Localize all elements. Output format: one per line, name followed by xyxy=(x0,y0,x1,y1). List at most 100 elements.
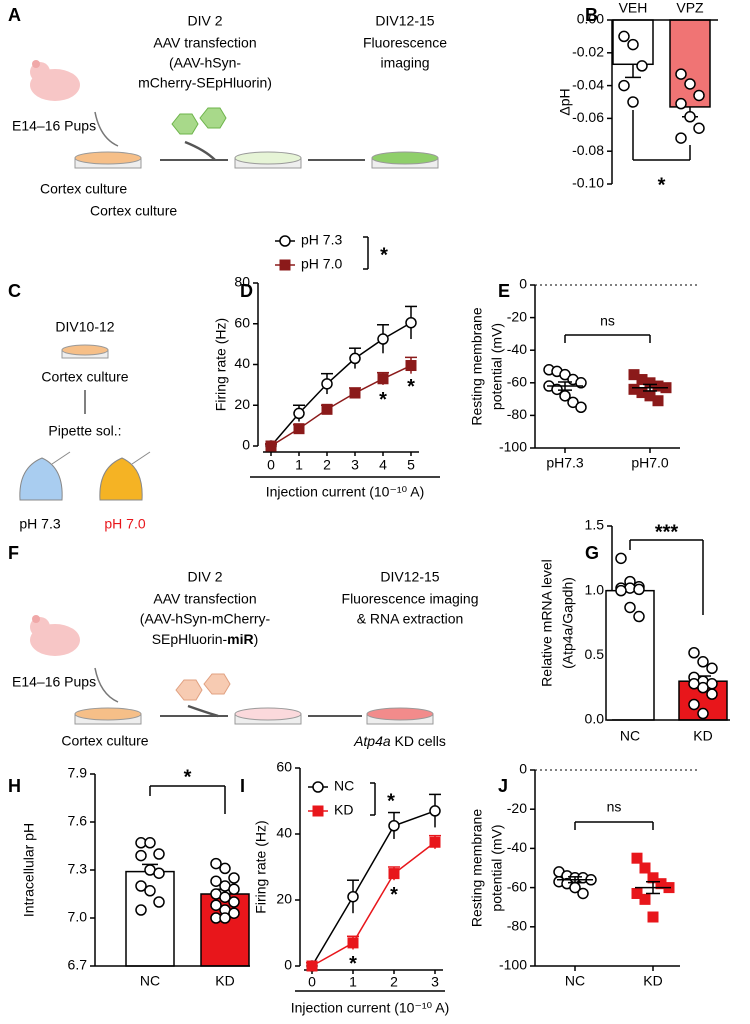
y-tick-label: -60 xyxy=(507,374,527,390)
y-tick-label: 60 xyxy=(276,759,292,775)
marker xyxy=(210,899,222,911)
solution-text: Pipette sol.: xyxy=(48,423,121,439)
marker xyxy=(377,333,389,345)
x-axis-label: Injection current (10⁻¹⁰ A) xyxy=(291,1000,450,1016)
dish xyxy=(371,151,439,169)
y-tick-label: -80 xyxy=(507,918,527,934)
time-text: DIV10-12 xyxy=(55,319,114,335)
step-text: SEpHluorin-miR) xyxy=(152,631,259,647)
y-tick-label: -20 xyxy=(507,308,527,324)
arrow xyxy=(94,111,119,147)
step-text: ) xyxy=(254,631,259,647)
step-text: DIV12-15 xyxy=(380,569,439,585)
marker xyxy=(697,707,709,720)
y-tick-label: -80 xyxy=(507,406,527,422)
y-tick-label: 1.0 xyxy=(585,581,605,597)
step-text: SEpHluorin- xyxy=(152,631,228,647)
marker xyxy=(693,122,705,134)
marker xyxy=(293,407,305,420)
step-text: DIV 2 xyxy=(187,13,222,29)
marker xyxy=(321,403,333,415)
series-line xyxy=(311,810,436,967)
x-tick-label: KD xyxy=(643,973,662,989)
mouse-icon xyxy=(30,60,80,101)
x-tick-label: 1 xyxy=(295,457,303,473)
marker xyxy=(388,820,400,832)
marker xyxy=(697,656,709,668)
y-tick-label: 40 xyxy=(234,355,250,371)
x-tick-label: NC xyxy=(620,728,640,744)
marker xyxy=(618,30,630,43)
y-axis-label: Intracellular pH xyxy=(21,823,37,917)
x-tick-label: VEH xyxy=(619,0,648,16)
x-tick-label: 2 xyxy=(390,974,398,990)
marker xyxy=(706,662,718,675)
arrow xyxy=(184,140,216,161)
y-axis-label: potential (mV) xyxy=(489,323,505,410)
annotation: * xyxy=(407,376,415,398)
series-line xyxy=(270,322,412,447)
dish xyxy=(234,151,302,169)
series-line xyxy=(311,841,436,967)
marker xyxy=(675,97,687,110)
step-text: (AAV-hSyn- xyxy=(169,55,241,71)
step-text: & RNA extraction xyxy=(357,611,464,627)
x-tick-label: 0 xyxy=(267,457,275,473)
marker xyxy=(627,96,639,108)
result-text: KD cells xyxy=(391,733,446,749)
significance-label: ns xyxy=(607,799,622,815)
y-tick-label: 0 xyxy=(242,437,250,453)
marker xyxy=(347,890,359,903)
legend-label: pH 7.3 xyxy=(301,232,342,248)
result-text: Atp4a KD cells xyxy=(353,733,446,749)
source-text: E14–16 Pups xyxy=(12,674,96,690)
marker xyxy=(688,698,700,711)
marker xyxy=(688,646,700,659)
marker xyxy=(647,911,659,923)
y-axis-label: Resting membrane xyxy=(469,809,485,927)
y-tick-label: -100 xyxy=(499,957,527,973)
y-tick-label: -0.06 xyxy=(572,109,604,125)
y-tick-label: -0.08 xyxy=(572,142,604,158)
y-axis-label: Firing rate (Hz) xyxy=(213,318,229,411)
x-tick-label: NC xyxy=(140,973,160,989)
step-text: AAV transfection xyxy=(153,35,256,51)
marker xyxy=(618,79,630,92)
y-axis-label: Resting membrane xyxy=(469,307,485,425)
y-tick-label: 0.00 xyxy=(577,11,604,27)
panel-label: A xyxy=(8,5,21,25)
x-axis-label: Injection current (10⁻¹⁰ A) xyxy=(266,484,425,500)
y-tick-label: 20 xyxy=(276,891,292,907)
marker xyxy=(633,610,645,623)
marker xyxy=(144,885,156,897)
marker xyxy=(615,552,627,565)
dish xyxy=(74,151,142,169)
marker xyxy=(706,688,718,700)
cell-icon xyxy=(19,451,71,501)
panel-label: I xyxy=(240,776,245,796)
x-tick-label: 4 xyxy=(379,457,387,473)
marker xyxy=(631,852,643,864)
marker xyxy=(153,867,165,879)
marker xyxy=(405,316,417,329)
y-tick-label: -0.04 xyxy=(572,76,604,92)
culture-text: Cortex culture xyxy=(40,181,127,197)
marker xyxy=(636,60,648,72)
condition-text: pH 7.0 xyxy=(104,516,145,532)
marker xyxy=(135,904,147,916)
y-tick-label: 0.5 xyxy=(585,646,605,662)
step-text: DIV12-15 xyxy=(375,13,434,29)
panel-label: D xyxy=(240,281,253,301)
step-text: miR xyxy=(227,631,253,647)
y-tick-label: 7.3 xyxy=(68,861,88,877)
significance-label: * xyxy=(184,766,192,788)
marker xyxy=(624,601,636,614)
panel-label: E xyxy=(498,281,510,301)
series-line xyxy=(270,364,412,447)
arrow xyxy=(94,667,119,703)
marker xyxy=(210,875,222,887)
y-tick-label: -0.10 xyxy=(572,175,604,191)
panel-label: H xyxy=(8,776,21,796)
condition-text: pH 7.3 xyxy=(19,516,60,532)
